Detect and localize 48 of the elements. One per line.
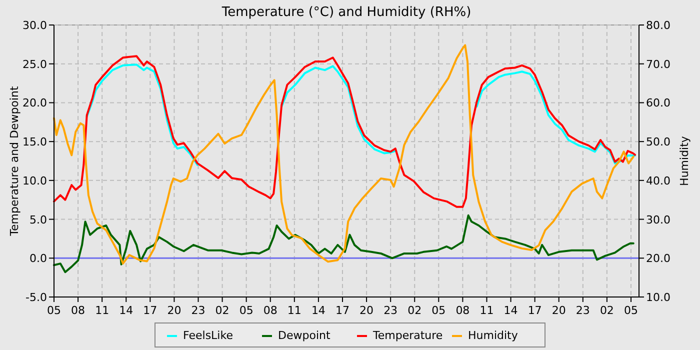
x-tick-label: 20 [552, 304, 566, 317]
x-tick-label: 05 [624, 304, 638, 317]
y-tick-label: 25.0 [22, 58, 47, 71]
x-tick-label: 23 [384, 304, 398, 317]
y2-tick-label: 40.0 [646, 174, 670, 188]
x-tick-label: 20 [360, 304, 374, 317]
x-tick-label: 14 [119, 304, 134, 317]
x-tick-label: 20 [167, 304, 182, 317]
y-axis-title: Temperature and Dewpoint [8, 85, 21, 237]
x-tick-label: 17 [335, 304, 350, 317]
y2-tick-label: 10.0 [646, 291, 670, 304]
x-tick-label: 14 [311, 304, 326, 317]
y2-tick-label: 20.0 [646, 252, 670, 266]
x-tick-label: 14 [504, 304, 518, 317]
x-tick-label: 02 [600, 304, 614, 317]
x-tick-label: 08 [263, 304, 278, 317]
x-tick-label: 02 [215, 304, 230, 317]
y-tick-label: 20.0 [22, 96, 47, 110]
legend-label: Humidity [468, 329, 518, 342]
x-tick-label: 11 [480, 304, 494, 317]
y2-tick-label: 60.0 [646, 96, 670, 110]
x-tick-label: 05 [432, 304, 446, 317]
x-tick-label: 02 [408, 304, 422, 317]
x-tick-label: 05 [47, 304, 61, 317]
y2-tick-label: 30.0 [646, 213, 670, 226]
y-tick-label: 30.0 [22, 19, 47, 32]
y-tick-label: 0.0 [30, 252, 47, 266]
x-tick-label: 11 [95, 304, 110, 317]
legend-label: Dewpoint [278, 329, 331, 342]
y-tick-label: 15.0 [22, 136, 47, 149]
x-tick-label: 08 [456, 304, 470, 317]
y2-tick-label: 50.0 [646, 136, 670, 149]
chart-title: Temperature (°C) and Humidity (RH%) [220, 5, 472, 20]
x-tick-label: 08 [71, 304, 86, 317]
x-tick-label: 23 [191, 304, 206, 317]
x-tick-label: 17 [143, 304, 158, 317]
x-tick-label: 05 [239, 304, 254, 317]
y2-tick-label: 80.0 [646, 19, 670, 32]
x-tick-label: 11 [287, 304, 302, 317]
x-tick-label: 17 [528, 304, 542, 317]
x-tick-label: 23 [576, 304, 590, 317]
y-tick-label: -5.0 [26, 291, 47, 304]
y-tick-label: 5.0 [30, 213, 47, 226]
legend-label: FeelsLike [183, 329, 234, 342]
legend-label: Temperature [372, 329, 443, 342]
y2-tick-label: 70.0 [646, 58, 670, 71]
y2-axis-title: Humidity [678, 136, 691, 186]
y-tick-label: 10.0 [22, 174, 47, 188]
